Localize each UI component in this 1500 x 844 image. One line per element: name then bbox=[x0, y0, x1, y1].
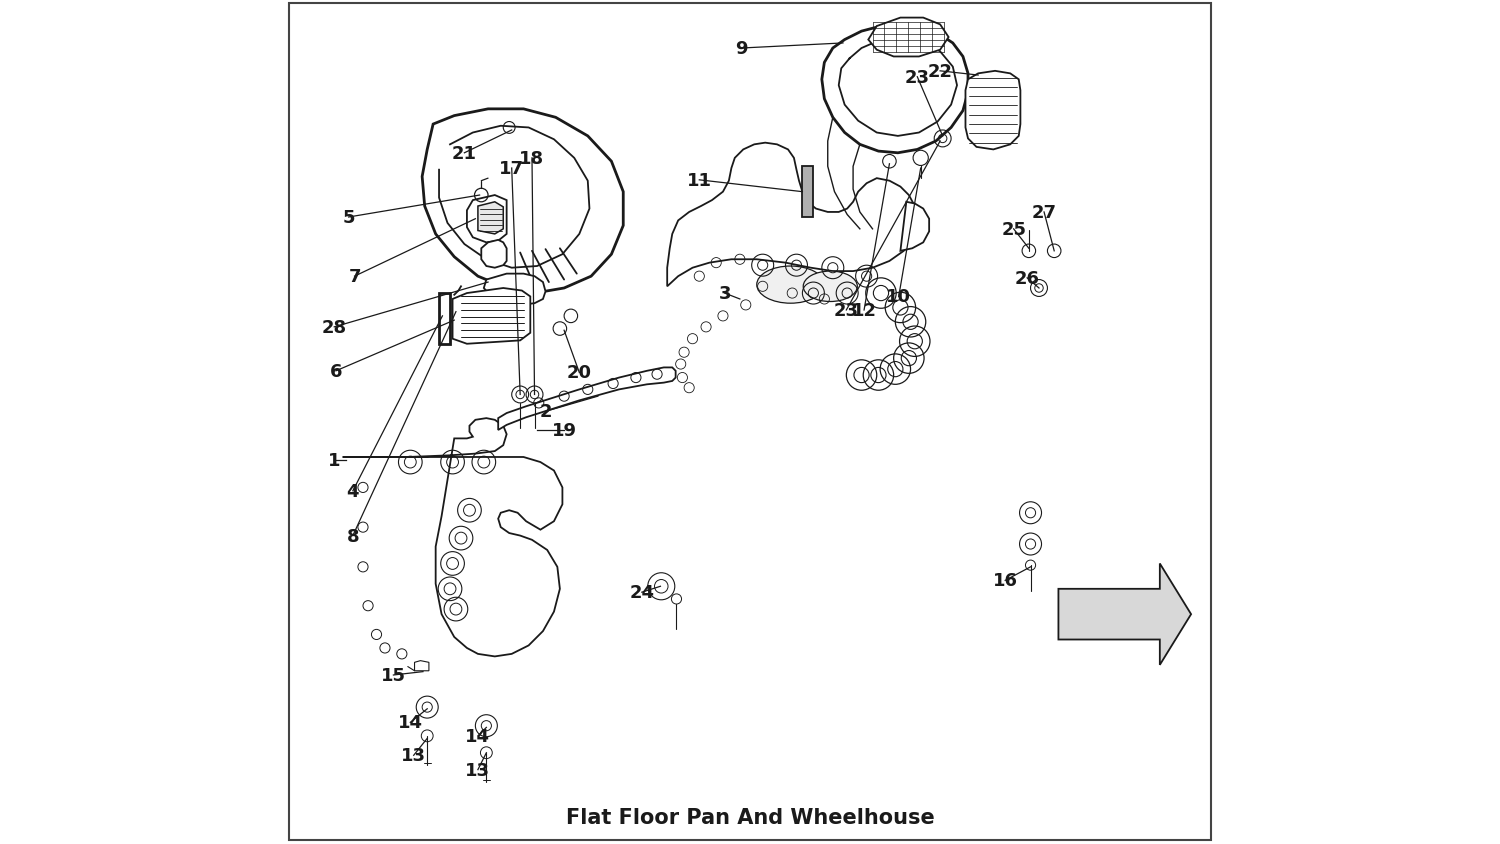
Polygon shape bbox=[478, 203, 504, 235]
Text: 10: 10 bbox=[886, 288, 910, 306]
Text: 24: 24 bbox=[630, 583, 654, 602]
Text: 13: 13 bbox=[400, 746, 426, 765]
Text: 25: 25 bbox=[1000, 220, 1026, 239]
Text: 8: 8 bbox=[346, 527, 358, 545]
Text: 9: 9 bbox=[735, 40, 748, 58]
Text: 3: 3 bbox=[718, 284, 730, 303]
Polygon shape bbox=[484, 274, 546, 306]
Text: 23: 23 bbox=[834, 301, 860, 320]
Polygon shape bbox=[453, 289, 531, 344]
Text: 14: 14 bbox=[398, 713, 423, 732]
Polygon shape bbox=[414, 661, 429, 671]
Text: 21: 21 bbox=[452, 144, 477, 163]
Text: 26: 26 bbox=[1014, 269, 1040, 288]
Text: 19: 19 bbox=[552, 421, 576, 440]
Text: 6: 6 bbox=[330, 362, 342, 381]
Text: 27: 27 bbox=[1032, 203, 1056, 222]
Text: 2: 2 bbox=[540, 403, 552, 421]
Text: 22: 22 bbox=[927, 62, 952, 81]
Polygon shape bbox=[900, 203, 928, 252]
Text: 15: 15 bbox=[381, 666, 406, 684]
Text: 7: 7 bbox=[348, 268, 361, 286]
Text: 17: 17 bbox=[500, 160, 523, 178]
Polygon shape bbox=[482, 241, 507, 268]
Text: 1: 1 bbox=[328, 451, 340, 469]
Polygon shape bbox=[466, 196, 507, 243]
Text: 5: 5 bbox=[342, 208, 355, 227]
Ellipse shape bbox=[758, 267, 825, 304]
Polygon shape bbox=[802, 167, 813, 218]
Text: 28: 28 bbox=[321, 318, 346, 337]
Polygon shape bbox=[498, 368, 675, 430]
Text: 4: 4 bbox=[346, 482, 358, 500]
Polygon shape bbox=[440, 294, 450, 344]
Ellipse shape bbox=[802, 272, 858, 302]
Text: 13: 13 bbox=[465, 760, 490, 779]
Polygon shape bbox=[1059, 564, 1191, 665]
Polygon shape bbox=[966, 72, 1020, 150]
Text: 23: 23 bbox=[904, 68, 930, 87]
Text: 14: 14 bbox=[465, 727, 490, 745]
Polygon shape bbox=[342, 419, 562, 657]
Text: 12: 12 bbox=[852, 301, 876, 320]
Polygon shape bbox=[668, 143, 918, 287]
Polygon shape bbox=[868, 19, 948, 57]
Text: 11: 11 bbox=[687, 171, 712, 190]
Text: 18: 18 bbox=[519, 149, 544, 168]
Text: 16: 16 bbox=[993, 571, 1017, 590]
Text: 20: 20 bbox=[567, 364, 592, 382]
Polygon shape bbox=[422, 110, 624, 294]
Polygon shape bbox=[822, 25, 968, 154]
Text: Flat Floor Pan And Wheelhouse: Flat Floor Pan And Wheelhouse bbox=[566, 807, 934, 827]
